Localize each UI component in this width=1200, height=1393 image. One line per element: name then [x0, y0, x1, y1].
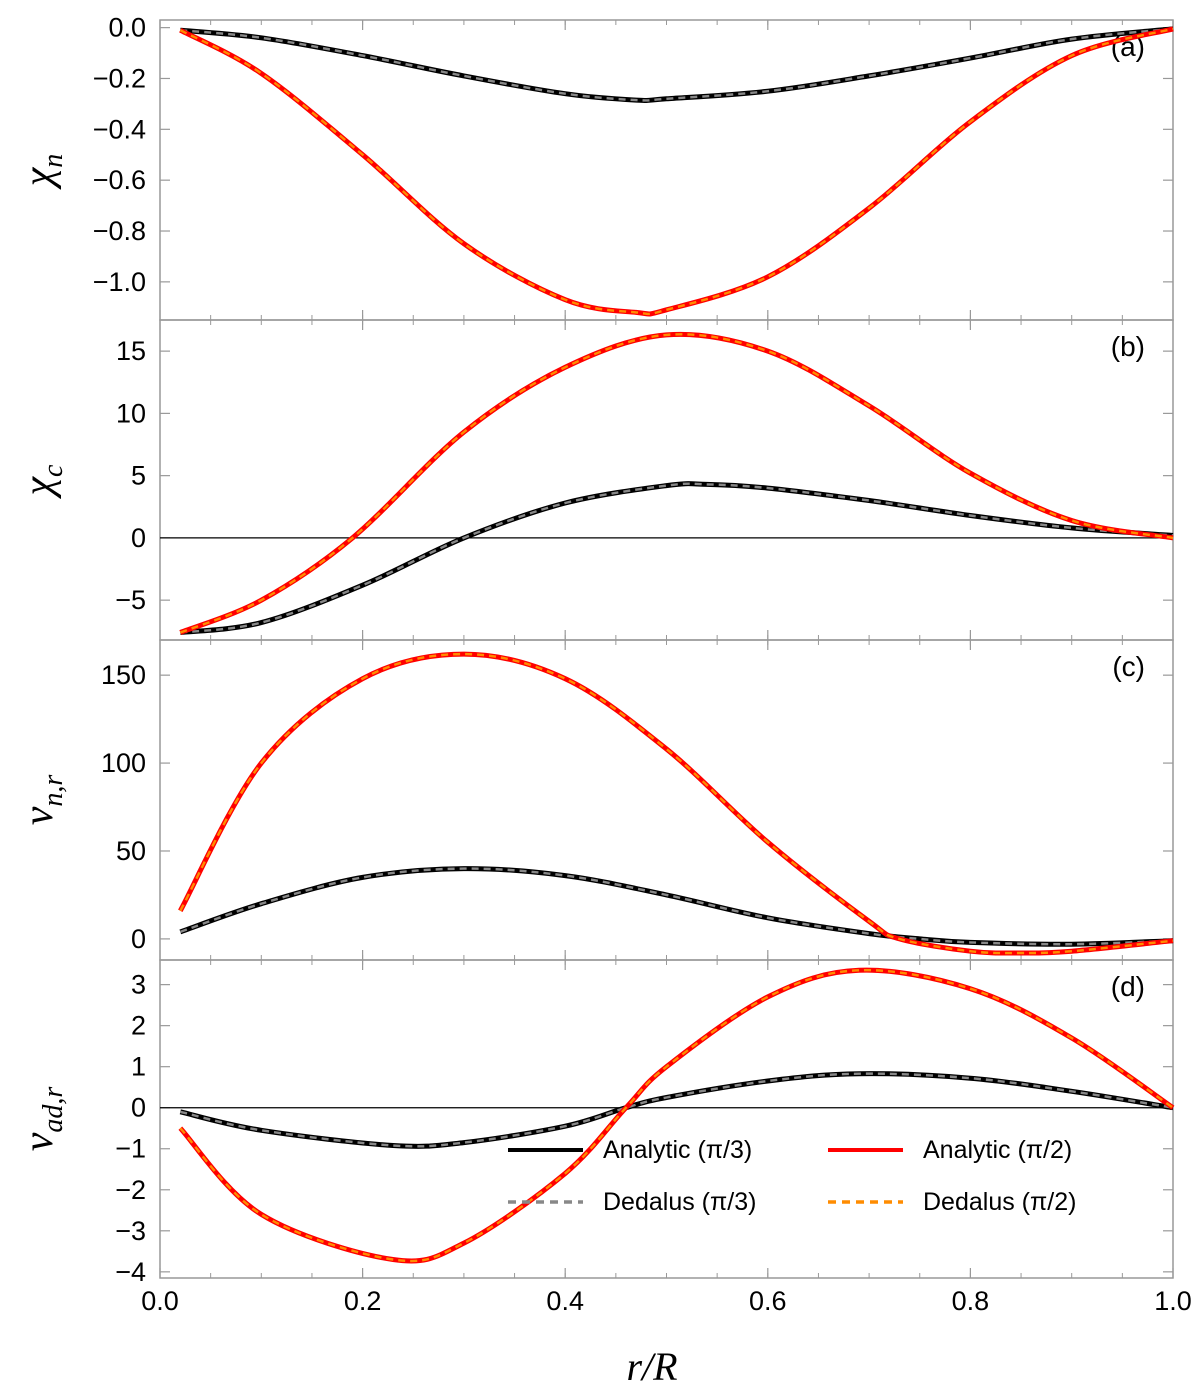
y-tick-label: −3	[115, 1216, 146, 1246]
panel-label: (b)	[1111, 331, 1145, 362]
y-tick-label: −0.6	[93, 165, 146, 195]
x-tick-label: 1.0	[1154, 1286, 1192, 1316]
y-tick-label: 10	[116, 398, 146, 428]
x-tick-label: 0.4	[546, 1286, 584, 1316]
legend-label: Dedalus (π/3)	[603, 1188, 756, 1216]
series-line-dedalus-pi3	[180, 27, 1174, 102]
y-tick-label: 0	[131, 1093, 146, 1123]
y-axis-label: vn,r	[16, 775, 69, 826]
series-line-dedalus-pi3	[180, 1072, 1174, 1148]
series-line-analytic-pi2	[178, 967, 1175, 1264]
y-tick-label: 50	[116, 836, 146, 866]
series-line-dedalus-pi2	[179, 968, 1174, 1263]
x-tick-label: 0.8	[952, 1286, 990, 1316]
series-line-dedalus-pi2	[179, 27, 1174, 316]
panel-d: 3 2 1 0 −1 −2 −3 −4 vad,r (d)	[16, 959, 1175, 1287]
y-axis-symbol: χ	[16, 166, 62, 190]
y-axis-subscript: n,r	[38, 775, 69, 807]
y-tick-label: 0	[131, 924, 146, 954]
y-axis-symbol: v	[16, 806, 62, 825]
panel-label: (d)	[1111, 971, 1145, 1002]
x-axis: 0.0 0.2 0.4 0.6 0.8 1.0	[141, 1286, 1192, 1316]
y-tick-label: 0.0	[108, 13, 146, 43]
legend-label: Analytic (π/2)	[923, 1136, 1072, 1164]
series-line-dedalus-pi3	[179, 867, 1174, 946]
y-axis-symbol: χ	[16, 475, 62, 499]
y-tick-label: −1	[115, 1134, 146, 1164]
x-axis-label: r/R	[626, 1344, 677, 1389]
legend: Analytic (π/3) Analytic (π/2) Dedalus (π/3…	[508, 1136, 1076, 1216]
x-tick-label: 0.6	[749, 1286, 787, 1316]
y-axis-symbol: v	[16, 1132, 62, 1151]
x-tick-label: 0.0	[141, 1286, 179, 1316]
y-tick-label: 100	[101, 748, 146, 778]
x-tick-label: 0.2	[344, 1286, 382, 1316]
panel-frame	[159, 639, 1174, 961]
y-tick-label: −1.0	[93, 267, 146, 297]
y-tick-label: −4	[115, 1257, 146, 1287]
y-axis-label: χn	[16, 154, 69, 190]
y-tick-label: 1	[131, 1052, 146, 1082]
series-line-analytic-pi3	[179, 866, 1174, 947]
y-tick-label: −0.8	[93, 216, 146, 246]
series-line-dedalus-pi2	[179, 652, 1174, 955]
series-line-dedalus-pi2	[179, 333, 1174, 634]
series-line-analytic-pi3	[180, 26, 1174, 103]
y-axis-subscript: c	[38, 464, 69, 477]
y-tick-label: 15	[116, 336, 146, 366]
y-axis-subscript: ad,r	[38, 1087, 69, 1133]
y-axis-label: vad,r	[16, 1087, 69, 1152]
y-axis-subscript: n	[38, 154, 69, 168]
y-tick-label: −0.4	[93, 114, 146, 144]
legend-label: Analytic (π/3)	[603, 1136, 752, 1164]
y-tick-label: 2	[131, 1011, 146, 1041]
series-line-analytic-pi2	[178, 651, 1174, 956]
y-tick-label: −0.2	[93, 63, 146, 93]
y-tick-label: 150	[101, 660, 146, 690]
panel-frame	[159, 19, 1174, 321]
series-line-dedalus-pi3	[180, 482, 1174, 634]
y-axis-label: χc	[16, 464, 69, 499]
panel-a: 0.0−0.2−0.4−0.6−0.8−1.0χn(a)	[16, 13, 1174, 321]
series-line-analytic-pi2	[179, 26, 1174, 317]
y-tick-label: −5	[115, 585, 146, 615]
y-tick-label: 0	[131, 523, 146, 553]
panel-b: 15 10 5 0 −5 χc (b)	[16, 319, 1174, 641]
panels: 0.0−0.2−0.4−0.6−0.8−1.0χn(a)151050−5χc(b…	[16, 13, 1175, 1287]
y-tick-label: 5	[131, 461, 146, 491]
legend-label: Dedalus (π/2)	[923, 1188, 1076, 1216]
y-tick-label: 3	[131, 970, 146, 1000]
panel-label: (c)	[1112, 651, 1145, 682]
panel-frame	[159, 319, 1174, 641]
panel-c: 150 100 50 0 vn,r (c)	[16, 639, 1174, 961]
y-tick-label: −2	[115, 1175, 146, 1205]
